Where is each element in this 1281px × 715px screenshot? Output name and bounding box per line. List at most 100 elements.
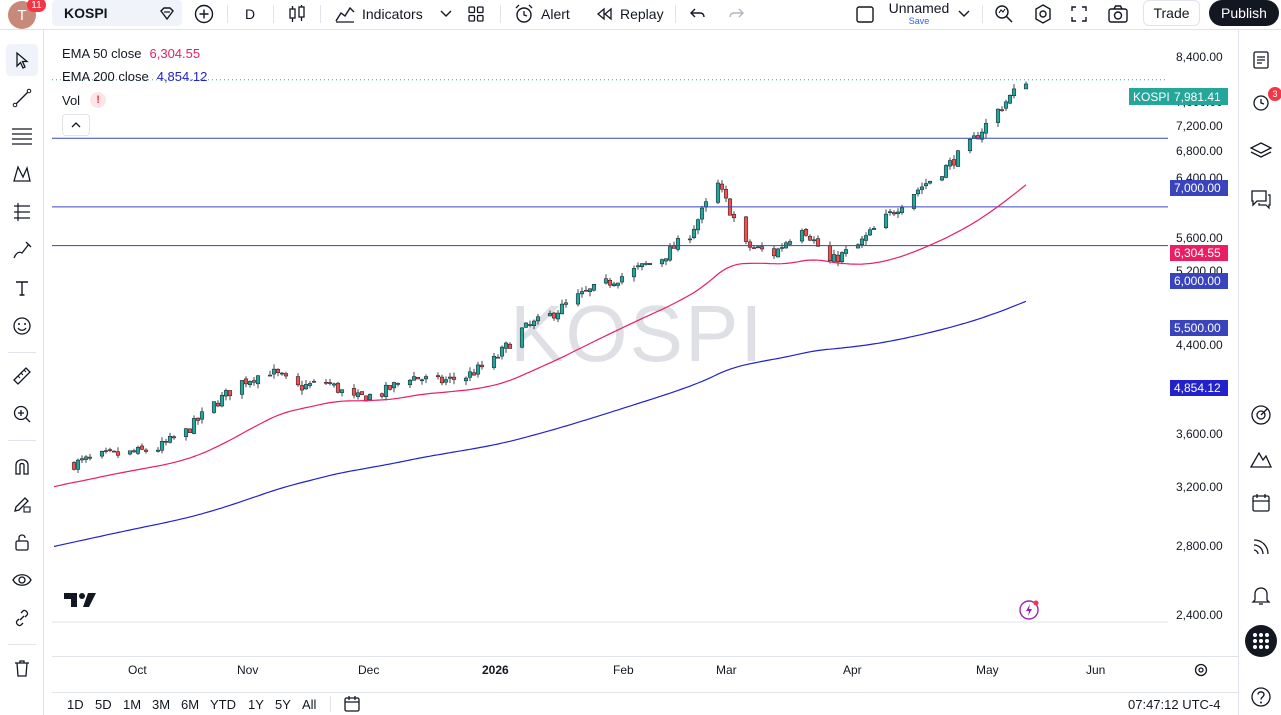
symbol-search[interactable]: KOSPI [52,0,182,26]
text-tool[interactable] [6,272,38,304]
candle-body [799,230,805,242]
right-sidebar: 3 [1238,30,1281,715]
range-all-button[interactable]: All [302,697,317,712]
interval-button[interactable]: D [245,0,255,28]
candle-body [131,450,137,453]
chats-button[interactable] [1244,182,1278,216]
candle-body [407,379,413,386]
ema200-price-tag: 4,854.12 [1170,380,1228,396]
notification-badge: 11 [27,0,46,12]
layouts-grid-icon[interactable] [466,0,486,28]
undo-button[interactable] [688,0,708,28]
indicator-templates-icon[interactable] [438,0,454,28]
fib-tool[interactable] [6,120,38,152]
trend-line-tool[interactable] [6,82,38,114]
brush-tool[interactable] [6,234,38,266]
quick-search-icon[interactable] [993,0,1015,28]
alerts-button[interactable]: 3 [1244,85,1281,119]
candle-body [299,385,305,391]
tradingview-logo[interactable] [64,592,98,613]
indicators-button[interactable]: Indicators [334,0,423,28]
cursor-tool[interactable] [6,44,38,76]
measure-tool[interactable] [6,360,38,392]
candle-body [591,284,597,291]
ema50-legend[interactable]: EMA 50 close 6,304.55 [62,44,200,62]
chart-clock[interactable]: 07:47:12 UTC-4 [1128,697,1221,712]
lock-drawings-tool[interactable] [6,526,38,558]
replay-button[interactable]: Replay [594,0,664,28]
range-3m-button[interactable]: 3M [152,697,171,712]
range-1m-button[interactable]: 1M [123,697,142,712]
alert-button[interactable]: Alert [513,0,570,28]
forecast-tool[interactable] [6,196,38,228]
candle-body [891,212,897,215]
range-ytd-button[interactable]: YTD [210,697,236,712]
candle-body [815,238,821,247]
range-1y-button[interactable]: 1Y [248,697,264,712]
layout-name-button[interactable]: Unnamed Save [880,1,958,27]
calendar-button[interactable] [1244,486,1278,520]
trade-button[interactable]: Trade [1143,0,1200,26]
candle-body [871,228,877,230]
watchlist-button[interactable] [1244,43,1278,77]
link-icon [15,609,29,627]
sync-drawings-tool[interactable] [6,602,38,634]
range-5y-button[interactable]: 5Y [275,697,291,712]
alarm-clock-icon [1253,95,1269,111]
settings-gear-icon[interactable] [1032,0,1054,28]
candle-body [139,445,145,450]
object-tree-button[interactable] [1244,134,1278,168]
zoom-tool[interactable] [6,398,38,430]
add-symbol-button[interactable] [193,0,215,28]
candle-body [995,108,1001,123]
emoji-tool[interactable] [6,310,38,342]
range-5d-button[interactable]: 5D [95,697,112,712]
collapse-legend-button[interactable] [62,114,90,136]
ema200-line [53,300,1027,548]
apps-menu-button[interactable] [1244,624,1278,658]
redo-button[interactable] [726,0,746,28]
ideas-button[interactable] [1244,442,1278,476]
candle-body [171,436,177,439]
candle-body [279,372,285,375]
candle-type-icon[interactable] [287,0,307,28]
hide-drawings-tool[interactable] [6,564,38,596]
candle-body [639,263,645,268]
layout-menu-chevron-icon[interactable] [956,0,972,28]
candle-body [807,236,813,241]
fullscreen-icon[interactable] [1069,0,1089,28]
help-button[interactable] [1244,680,1278,714]
news-button[interactable] [1244,530,1278,564]
candle-body [635,265,641,268]
candle-body [939,176,945,181]
time-label-may: May [976,663,999,677]
trash-icon [15,660,29,677]
layout-select-icon[interactable] [854,0,876,28]
candle-body [575,293,581,305]
remove-drawings-tool[interactable] [6,652,38,684]
publish-button[interactable]: Publish [1209,0,1279,26]
candle-body [519,327,525,348]
go-to-date-icon[interactable] [342,694,362,715]
magnet-tool[interactable] [6,450,38,482]
compare-symbol-icon[interactable] [157,0,177,28]
candle-body [83,456,89,460]
time-axis[interactable] [52,656,1238,684]
pattern-tool[interactable] [6,158,38,190]
ema200-legend[interactable]: EMA 200 close 4,854.12 [62,67,207,85]
candle-body [411,376,417,381]
candle-body [611,283,617,286]
range-6m-button[interactable]: 6M [181,697,200,712]
screener-button[interactable] [1244,398,1278,432]
snapshot-camera-icon[interactable] [1106,0,1130,28]
notifications-button[interactable] [1244,578,1278,612]
bottom-toolbar [52,692,1238,715]
volume-legend[interactable]: Vol ! [62,91,107,109]
range-1d-button[interactable]: 1D [67,697,84,712]
stay-in-drawing-tool[interactable] [6,488,38,520]
news-flash-icon[interactable] [1018,598,1042,627]
volume-warning-icon[interactable]: ! [90,92,107,108]
hline-6000-tag: 6,000.00 [1170,273,1228,289]
chart-settings-icon[interactable] [1193,662,1209,683]
